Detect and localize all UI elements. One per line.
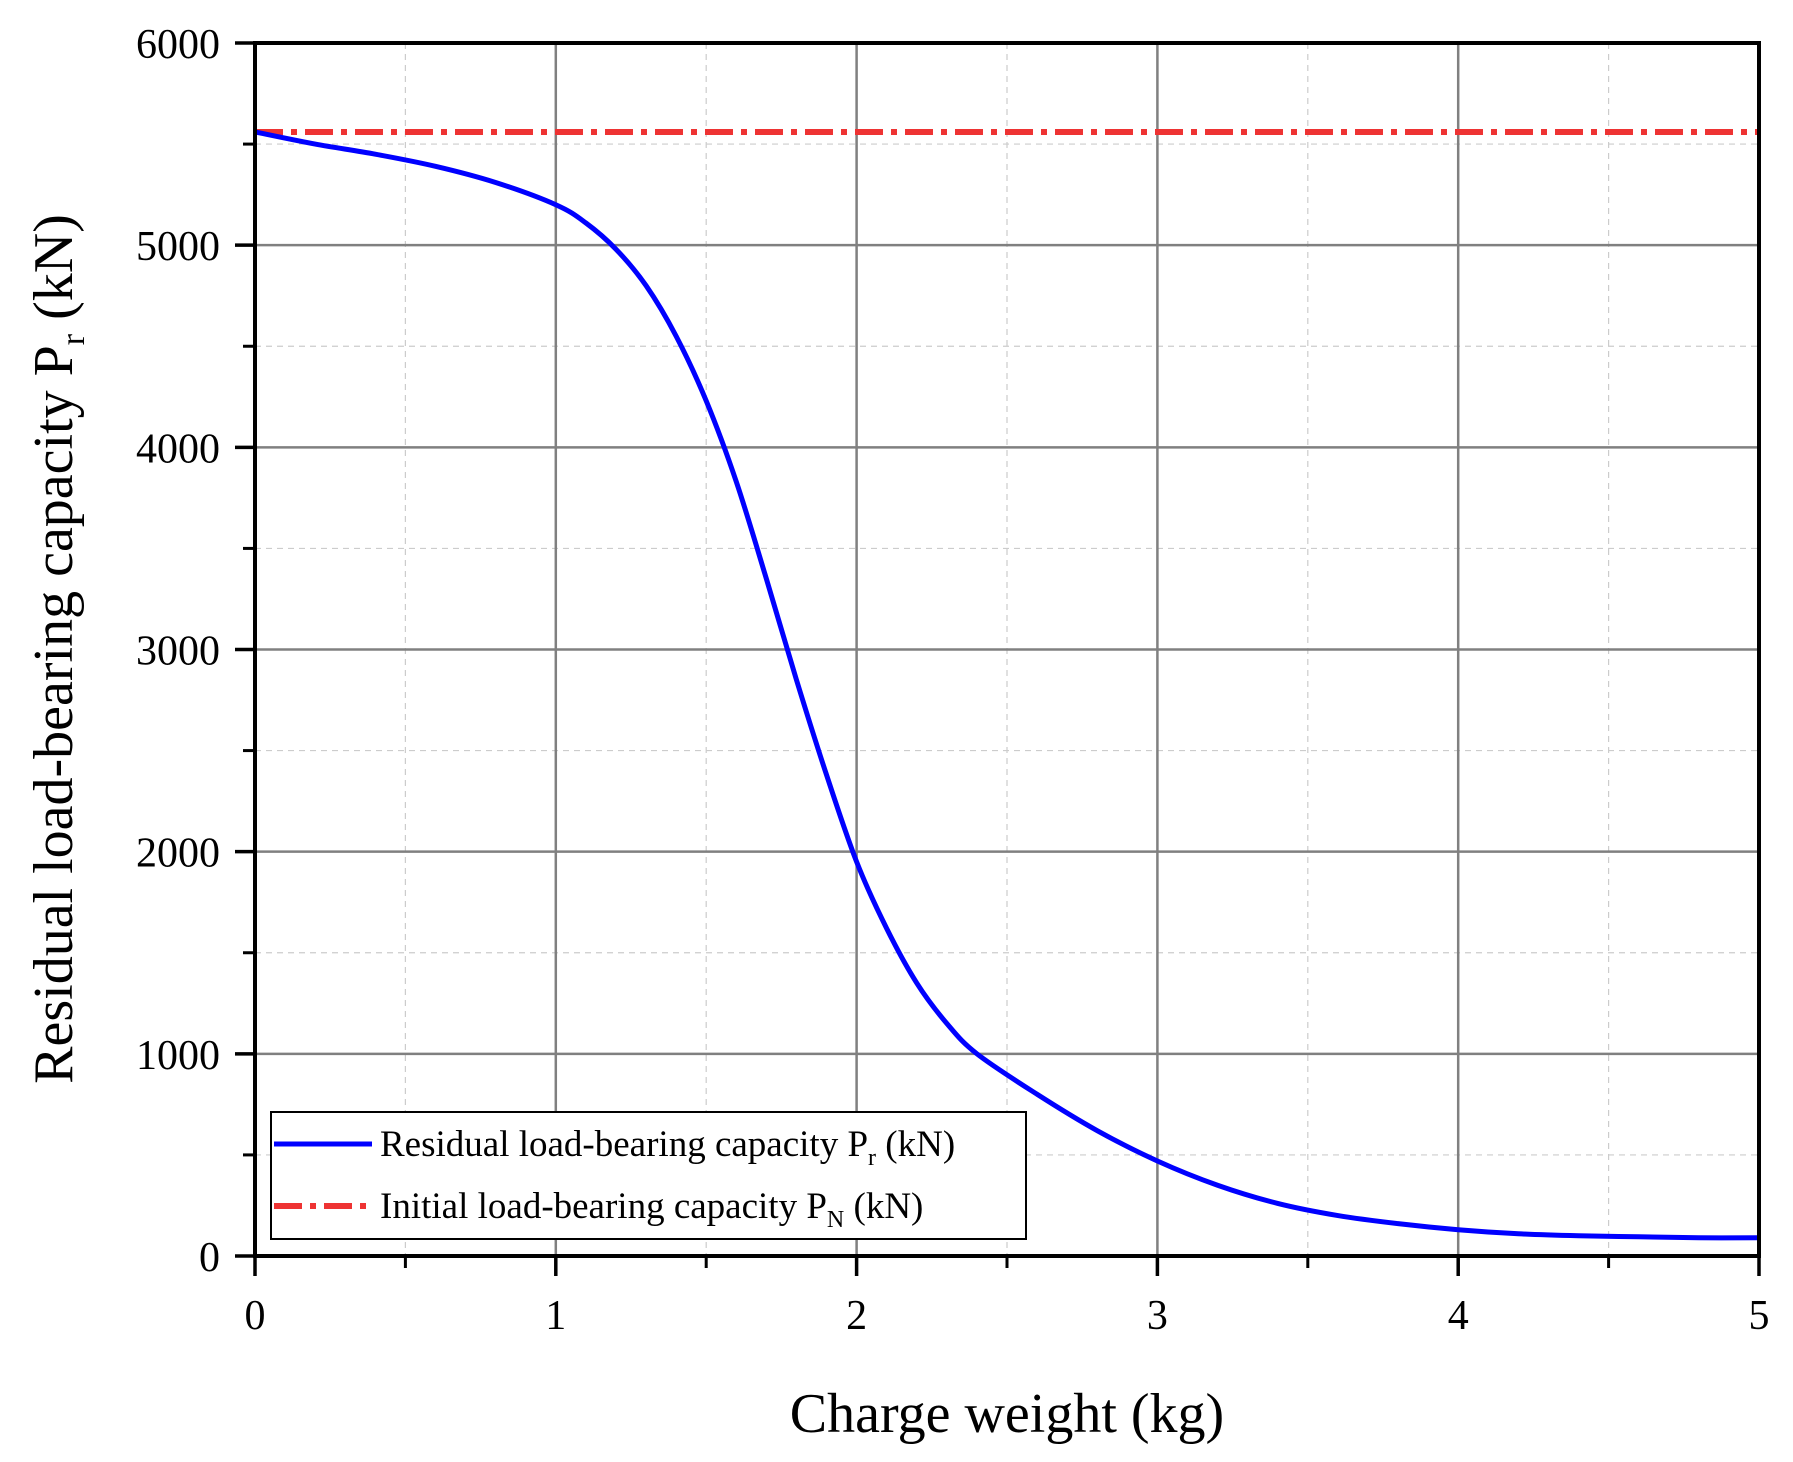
legend-label-residual: Residual load-bearing capacity Pr (kN) (380, 1124, 955, 1171)
legend-label-residual-unit: (kN) (876, 1124, 955, 1165)
y-tick-label: 3000 (136, 629, 220, 675)
x-tick-label: 4 (1448, 1293, 1469, 1339)
tick-labels: 0 1 2 3 4 5 0 1000 2000 3000 4000 5000 6000 (136, 22, 1770, 1339)
x-tick-label: 2 (846, 1293, 867, 1339)
x-tick-label: 3 (1147, 1293, 1168, 1339)
y-tick-label: 5000 (136, 224, 220, 270)
legend: Residual load-bearing capacity Pr (kN) I… (270, 1111, 1027, 1240)
y-tick-label: 4000 (136, 426, 220, 472)
y-axis-label-main: Residual load-bearing capacity P (23, 345, 85, 1084)
y-axis-label-subscript: r (55, 333, 92, 345)
legend-label-residual-subscript: r (868, 1145, 876, 1171)
series-line-residual (254, 129, 1760, 1241)
legend-label-initial: Initial load-bearing capacity PN (kN) (380, 1186, 923, 1233)
y-axis-label: Residual load-bearing capacity Pr (kN) (23, 214, 92, 1084)
y-tick-label: 6000 (136, 22, 220, 68)
legend-label-initial-main: Initial load-bearing capacity P (380, 1186, 827, 1227)
y-tick-label: 0 (199, 1235, 220, 1281)
axis-ticks (235, 41, 1761, 1276)
legend-label-residual-main: Residual load-bearing capacity P (380, 1124, 868, 1165)
y-axis-label-unit: (kN) (23, 214, 85, 334)
legend-label-initial-subscript: N (827, 1207, 844, 1233)
plot-lines (254, 128, 1760, 1241)
legend-label-initial-unit: (kN) (844, 1186, 923, 1227)
x-axis-label: Charge weight (kg) (790, 1383, 1224, 1445)
y-tick-label: 1000 (136, 1033, 220, 1079)
x-tick-label: 0 (245, 1293, 266, 1339)
x-tick-label: 5 (1749, 1293, 1770, 1339)
legend-box (270, 1111, 1027, 1240)
x-tick-label: 1 (545, 1293, 566, 1339)
y-tick-label: 2000 (136, 831, 220, 877)
